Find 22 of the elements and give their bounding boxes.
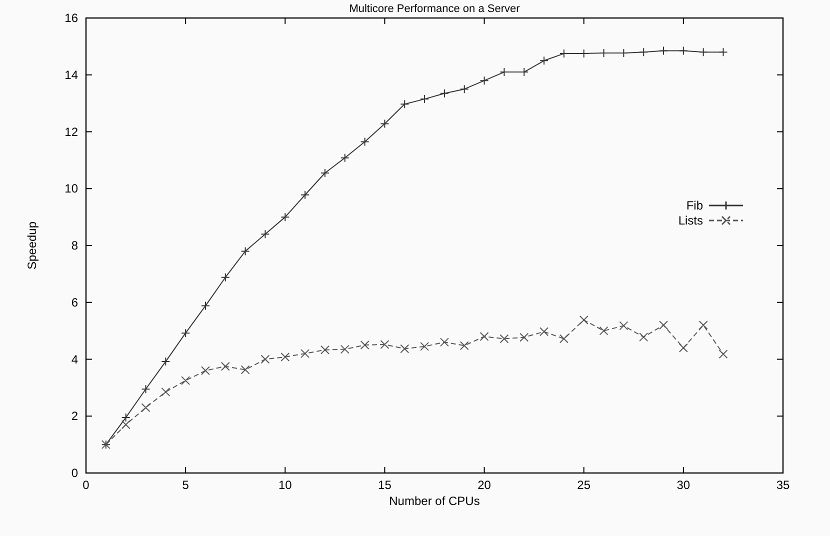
x-tick-label: 35 <box>776 478 790 492</box>
y-tick-label: 16 <box>64 11 78 25</box>
x-tick-label: 25 <box>577 478 591 492</box>
y-tick-label: 0 <box>71 466 78 480</box>
x-tick-label: 30 <box>676 478 690 492</box>
x-tick-label: 5 <box>182 478 190 492</box>
x-tick-label: 0 <box>82 478 90 492</box>
y-tick-label: 2 <box>71 409 78 424</box>
y-tick-label: 6 <box>71 295 78 310</box>
legend-label: Lists <box>678 214 703 228</box>
x-axis-title: Number of CPUs <box>389 494 480 508</box>
y-tick-label: 12 <box>64 124 78 139</box>
x-tick-label: 10 <box>278 478 292 492</box>
y-tick-label: 8 <box>71 238 78 252</box>
y-tick-label: 4 <box>71 352 78 366</box>
y-tick-label: 14 <box>64 68 78 82</box>
legend-label: Fib <box>686 198 704 212</box>
x-tick-label: 15 <box>378 478 392 492</box>
y-tick-label: 10 <box>64 182 78 196</box>
x-tick-label: 20 <box>478 478 492 492</box>
chart-title: Multicore Performance on a Server <box>349 3 520 15</box>
y-axis-title: Speedup <box>25 221 39 270</box>
